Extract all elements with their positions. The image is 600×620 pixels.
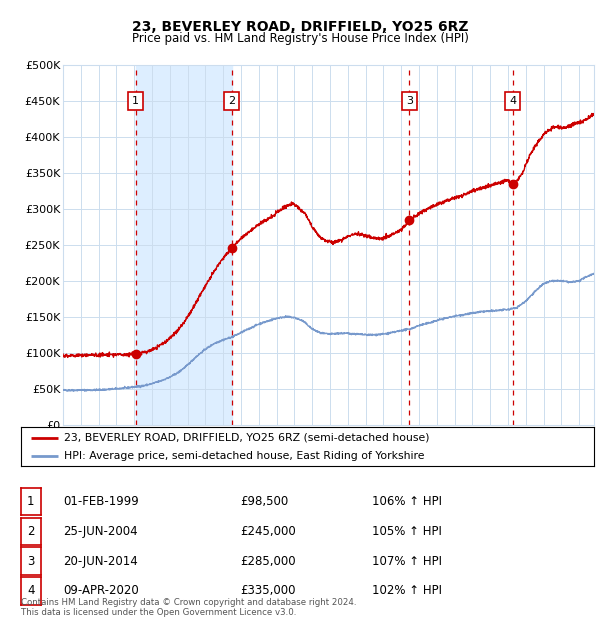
Text: 2: 2 [27, 525, 35, 538]
Text: 3: 3 [27, 555, 35, 567]
Text: 09-APR-2020: 09-APR-2020 [63, 585, 139, 597]
Text: 106% ↑ HPI: 106% ↑ HPI [372, 495, 442, 508]
Text: £335,000: £335,000 [240, 585, 296, 597]
Text: 2: 2 [228, 96, 235, 106]
Text: 3: 3 [406, 96, 413, 106]
Text: 25-JUN-2004: 25-JUN-2004 [63, 525, 137, 538]
Text: 4: 4 [27, 585, 35, 597]
Text: 105% ↑ HPI: 105% ↑ HPI [372, 525, 442, 538]
Text: 20-JUN-2014: 20-JUN-2014 [63, 555, 138, 567]
Text: Price paid vs. HM Land Registry's House Price Index (HPI): Price paid vs. HM Land Registry's House … [131, 32, 469, 45]
Text: 23, BEVERLEY ROAD, DRIFFIELD, YO25 6RZ (semi-detached house): 23, BEVERLEY ROAD, DRIFFIELD, YO25 6RZ (… [64, 433, 430, 443]
Text: 107% ↑ HPI: 107% ↑ HPI [372, 555, 442, 567]
Text: £245,000: £245,000 [240, 525, 296, 538]
Text: £98,500: £98,500 [240, 495, 288, 508]
Text: 1: 1 [27, 495, 35, 508]
Text: 4: 4 [509, 96, 517, 106]
Text: This data is licensed under the Open Government Licence v3.0.: This data is licensed under the Open Gov… [21, 608, 296, 617]
Text: HPI: Average price, semi-detached house, East Riding of Yorkshire: HPI: Average price, semi-detached house,… [64, 451, 424, 461]
Text: 102% ↑ HPI: 102% ↑ HPI [372, 585, 442, 597]
Text: £285,000: £285,000 [240, 555, 296, 567]
Text: 01-FEB-1999: 01-FEB-1999 [63, 495, 139, 508]
Bar [136, 65, 232, 425]
Text: 1: 1 [132, 96, 139, 106]
Text: Contains HM Land Registry data © Crown copyright and database right 2024.: Contains HM Land Registry data © Crown c… [21, 598, 356, 607]
Text: 23, BEVERLEY ROAD, DRIFFIELD, YO25 6RZ: 23, BEVERLEY ROAD, DRIFFIELD, YO25 6RZ [132, 20, 468, 35]
